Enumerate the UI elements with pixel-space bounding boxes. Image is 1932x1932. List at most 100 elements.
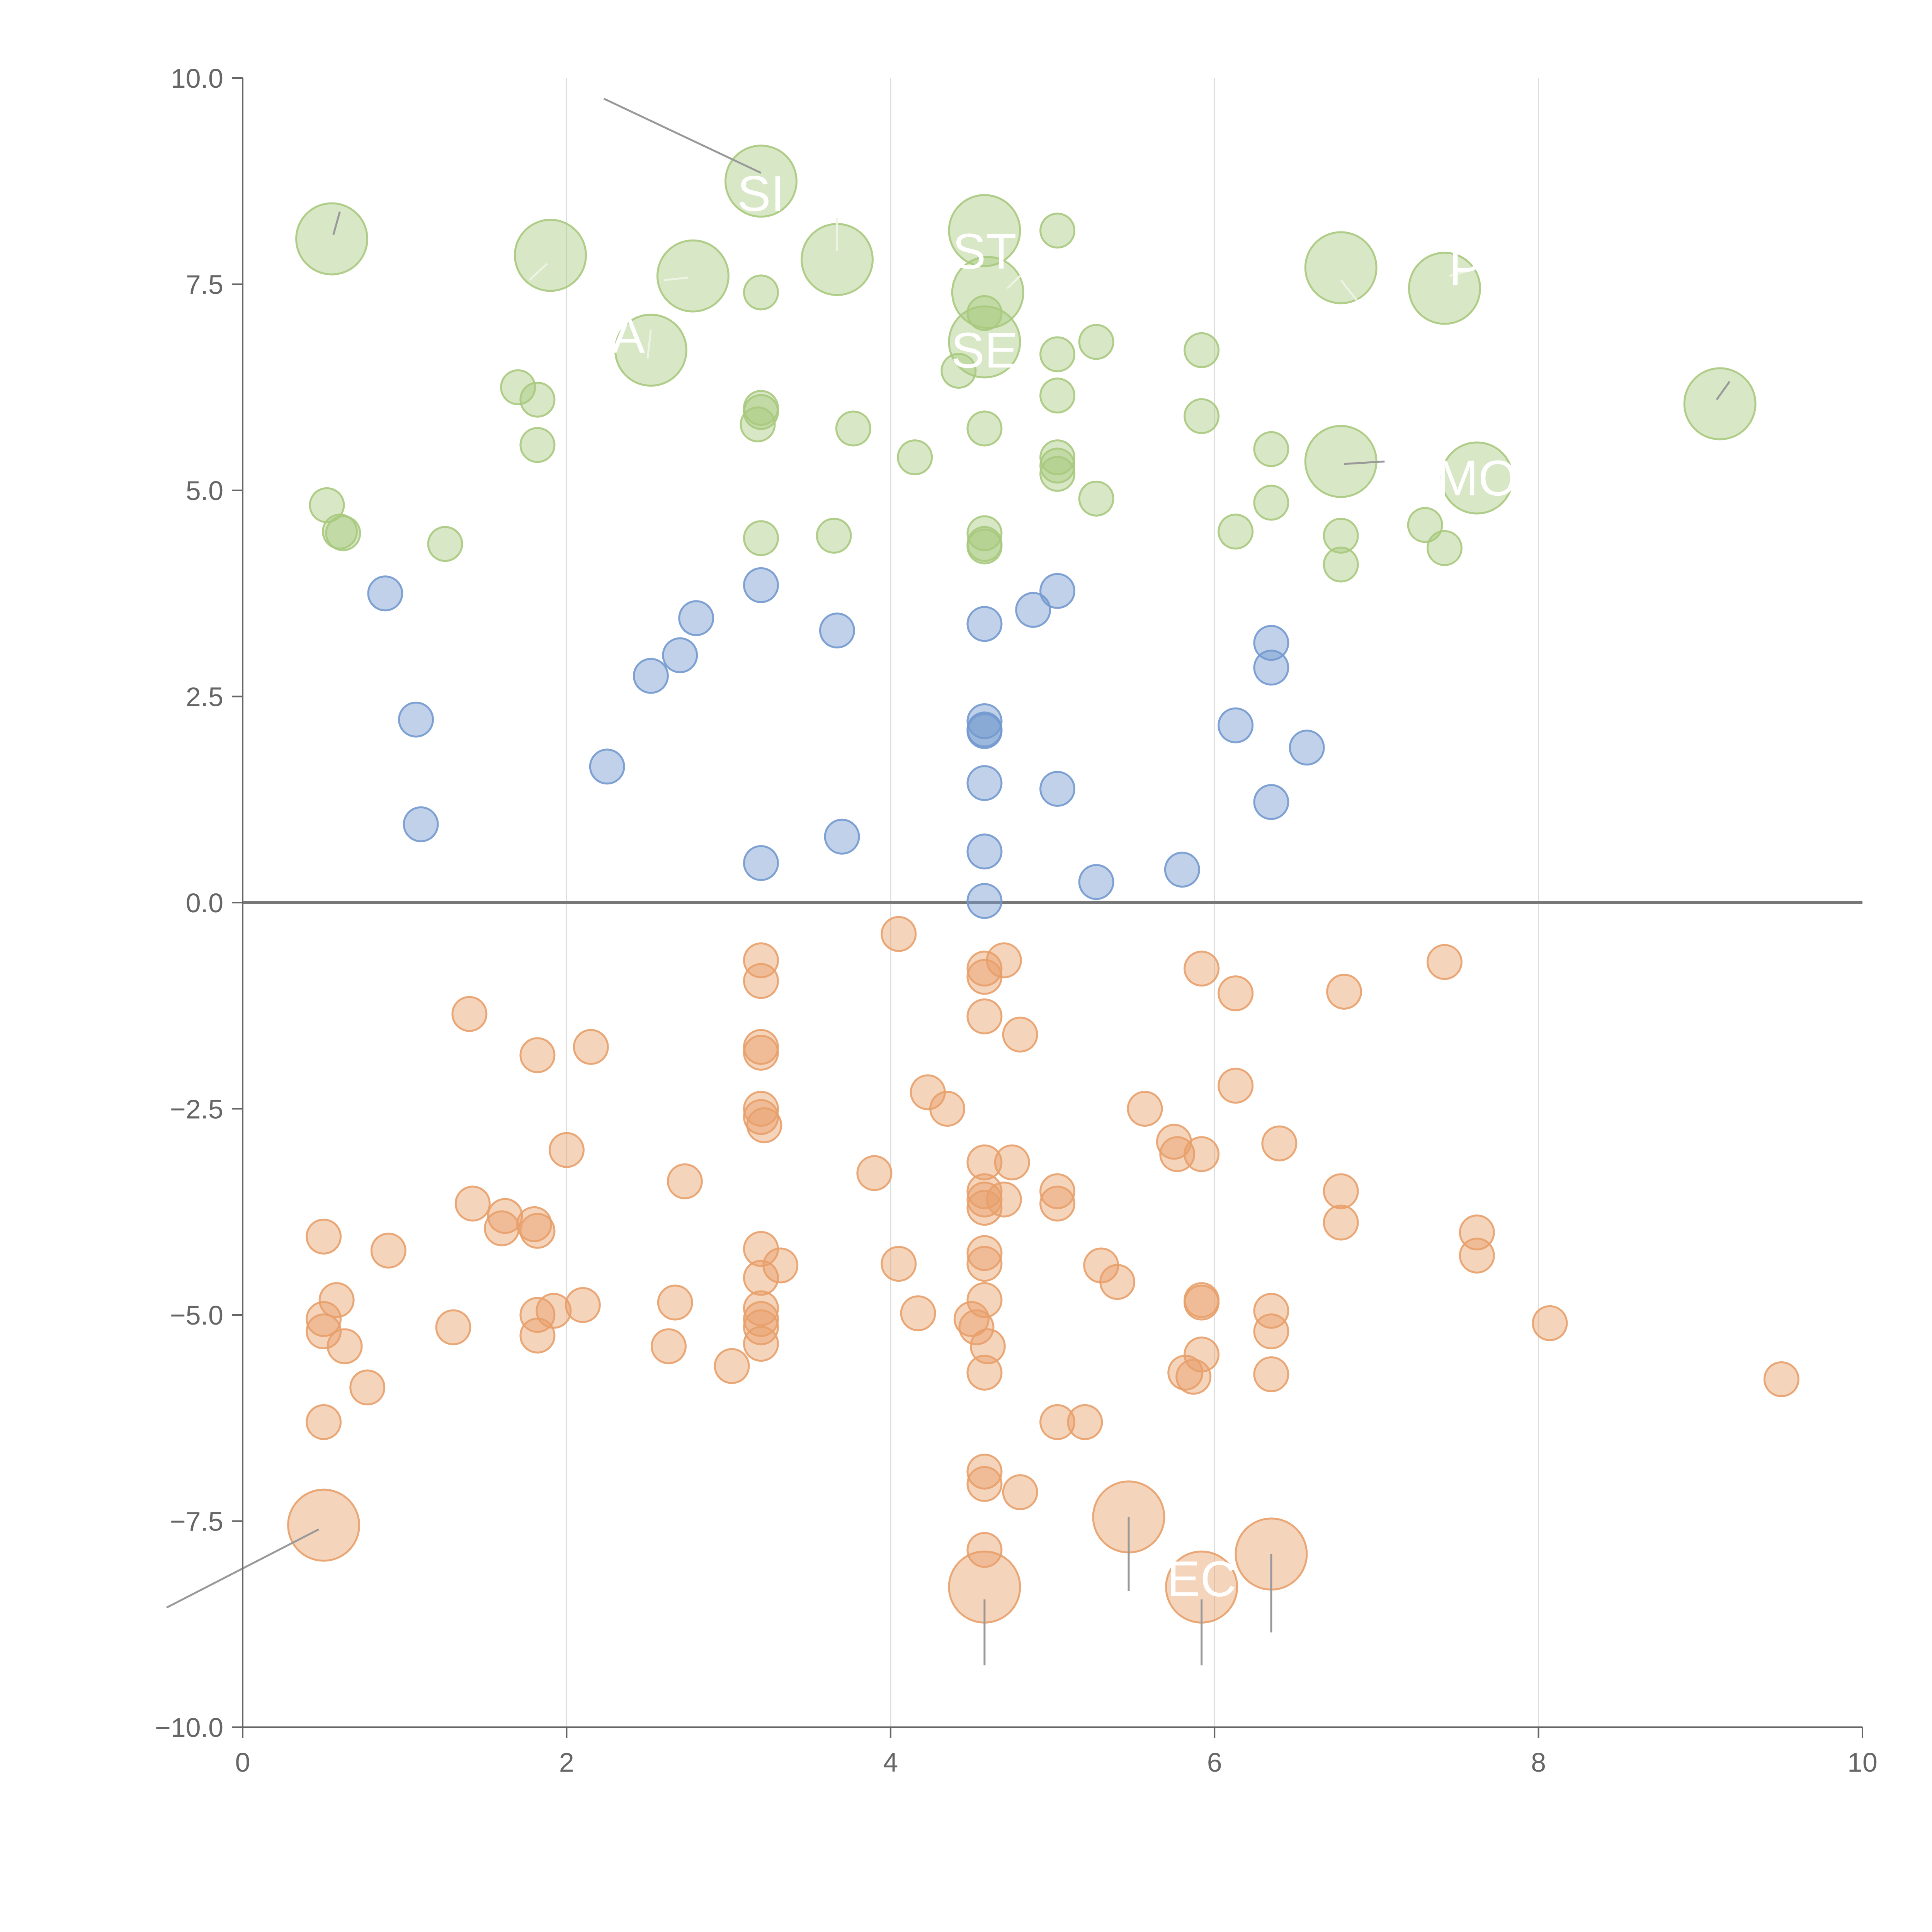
bubble-bottom — [516, 1206, 553, 1242]
bubble-bottom — [743, 1326, 779, 1362]
bubble-top — [743, 274, 779, 311]
bubble-bottom — [1067, 1404, 1103, 1440]
bubble-top — [1304, 425, 1378, 498]
bubble-bottom — [306, 1218, 342, 1255]
bubble-top — [966, 410, 1003, 447]
bubble-middle — [678, 600, 714, 636]
bubble-bottom — [1218, 975, 1254, 1012]
bubble-bottom — [966, 1282, 1003, 1318]
bubble-bottom — [966, 1144, 1003, 1180]
bubble-middle — [1253, 784, 1289, 820]
bubble-bottom — [536, 1293, 572, 1329]
bubble-bottom — [1002, 1016, 1038, 1053]
bubble-bottom — [881, 916, 917, 952]
bubble-middle — [367, 575, 403, 612]
bubble-bottom — [1532, 1305, 1568, 1341]
y-tick-label: −10.0 — [155, 1713, 223, 1743]
bubble-bottom — [929, 1091, 966, 1127]
bubble-bottom — [986, 1181, 1022, 1218]
bubble-middle — [966, 833, 1003, 870]
bubble-bottom — [958, 1309, 995, 1345]
bubble-top — [1039, 447, 1076, 484]
bubble-top — [1218, 514, 1254, 550]
leader-line — [332, 211, 341, 235]
bubble-top — [514, 219, 587, 292]
bubble-top — [656, 239, 730, 313]
y-tick-label: 2.5 — [186, 682, 223, 712]
bubble-bottom — [454, 1185, 491, 1222]
bubble-bottom — [743, 1260, 779, 1296]
bubble-bottom — [1127, 1091, 1163, 1127]
bubble-bottom — [966, 1354, 1003, 1391]
point-label: MO — [1437, 450, 1517, 506]
bubble-top — [966, 515, 1003, 551]
bubble-bottom — [487, 1198, 523, 1234]
bubble-top — [966, 295, 1003, 331]
bubble-bottom — [746, 1107, 782, 1143]
bubble-bottom — [519, 1037, 556, 1073]
bubble-top — [897, 439, 933, 476]
bubble-middle — [1015, 592, 1051, 628]
point-label: SI — [737, 165, 785, 222]
bubble-top — [295, 202, 369, 276]
bubble-bottom — [370, 1233, 406, 1269]
y-tick-label: −7.5 — [170, 1507, 223, 1537]
bubble-top — [1078, 324, 1114, 360]
bubble-bottom — [667, 1163, 703, 1199]
bubble-top — [325, 515, 361, 551]
bubble-middle — [589, 748, 625, 785]
bubble-bottom — [484, 1210, 520, 1247]
bubble-bottom — [881, 1246, 917, 1282]
bubble-bottom — [743, 1301, 779, 1337]
bubble-top — [1078, 480, 1114, 517]
leader-lines — [166, 98, 1731, 1665]
bubble-top — [322, 514, 358, 550]
bubble-top — [966, 528, 1003, 565]
bubble-top — [500, 369, 536, 405]
bubble-top — [519, 381, 556, 418]
bubble-bottom — [349, 1369, 386, 1406]
x-tick-label: 10 — [1847, 1747, 1878, 1777]
bubble-top — [1426, 530, 1463, 566]
bubble-bottom — [1175, 1359, 1212, 1395]
bubble-middle — [1039, 771, 1076, 807]
bubble-bottom — [306, 1313, 342, 1350]
bubble-middle — [819, 612, 855, 649]
y-tick-label: 10.0 — [171, 63, 223, 94]
bubble-top — [1304, 231, 1378, 304]
y-tick-label: 0.0 — [186, 888, 223, 918]
leader-line — [603, 98, 762, 174]
bubble-bottom — [650, 1328, 687, 1364]
bubble-bottom — [1253, 1293, 1289, 1329]
x-tick-label: 6 — [1207, 1747, 1222, 1777]
bubble-bottom — [743, 963, 779, 999]
bubble-middle — [1253, 625, 1289, 661]
bubble-bottom — [966, 951, 1003, 987]
bubble-bottom — [1184, 1136, 1220, 1172]
bubble-top — [835, 410, 871, 447]
bubble-top — [1039, 456, 1076, 492]
bubble-middle — [743, 845, 779, 881]
bubble-bottom — [451, 996, 488, 1032]
leader-line — [1716, 381, 1731, 400]
bubble-top — [724, 145, 798, 218]
bubble-bottom — [900, 1295, 936, 1332]
bubble-middle — [1253, 650, 1289, 686]
leader-line — [1449, 268, 1474, 277]
bubble-middle — [966, 713, 1003, 749]
bubble-bottom — [565, 1287, 601, 1323]
bubble-top — [1184, 332, 1220, 368]
bubble-middle — [966, 606, 1003, 642]
bubble-bottom — [1459, 1237, 1495, 1274]
bubble-top — [309, 487, 345, 523]
bubble-top — [743, 394, 779, 430]
bubble-bottom — [856, 1155, 893, 1191]
leader-line — [663, 276, 689, 281]
bubble-top — [1323, 546, 1359, 583]
bubble-middle — [966, 703, 1003, 740]
bubble-bottom — [327, 1328, 363, 1364]
bubble-top — [614, 313, 687, 387]
bubble-top — [1407, 507, 1443, 543]
bubble-top — [940, 353, 977, 389]
